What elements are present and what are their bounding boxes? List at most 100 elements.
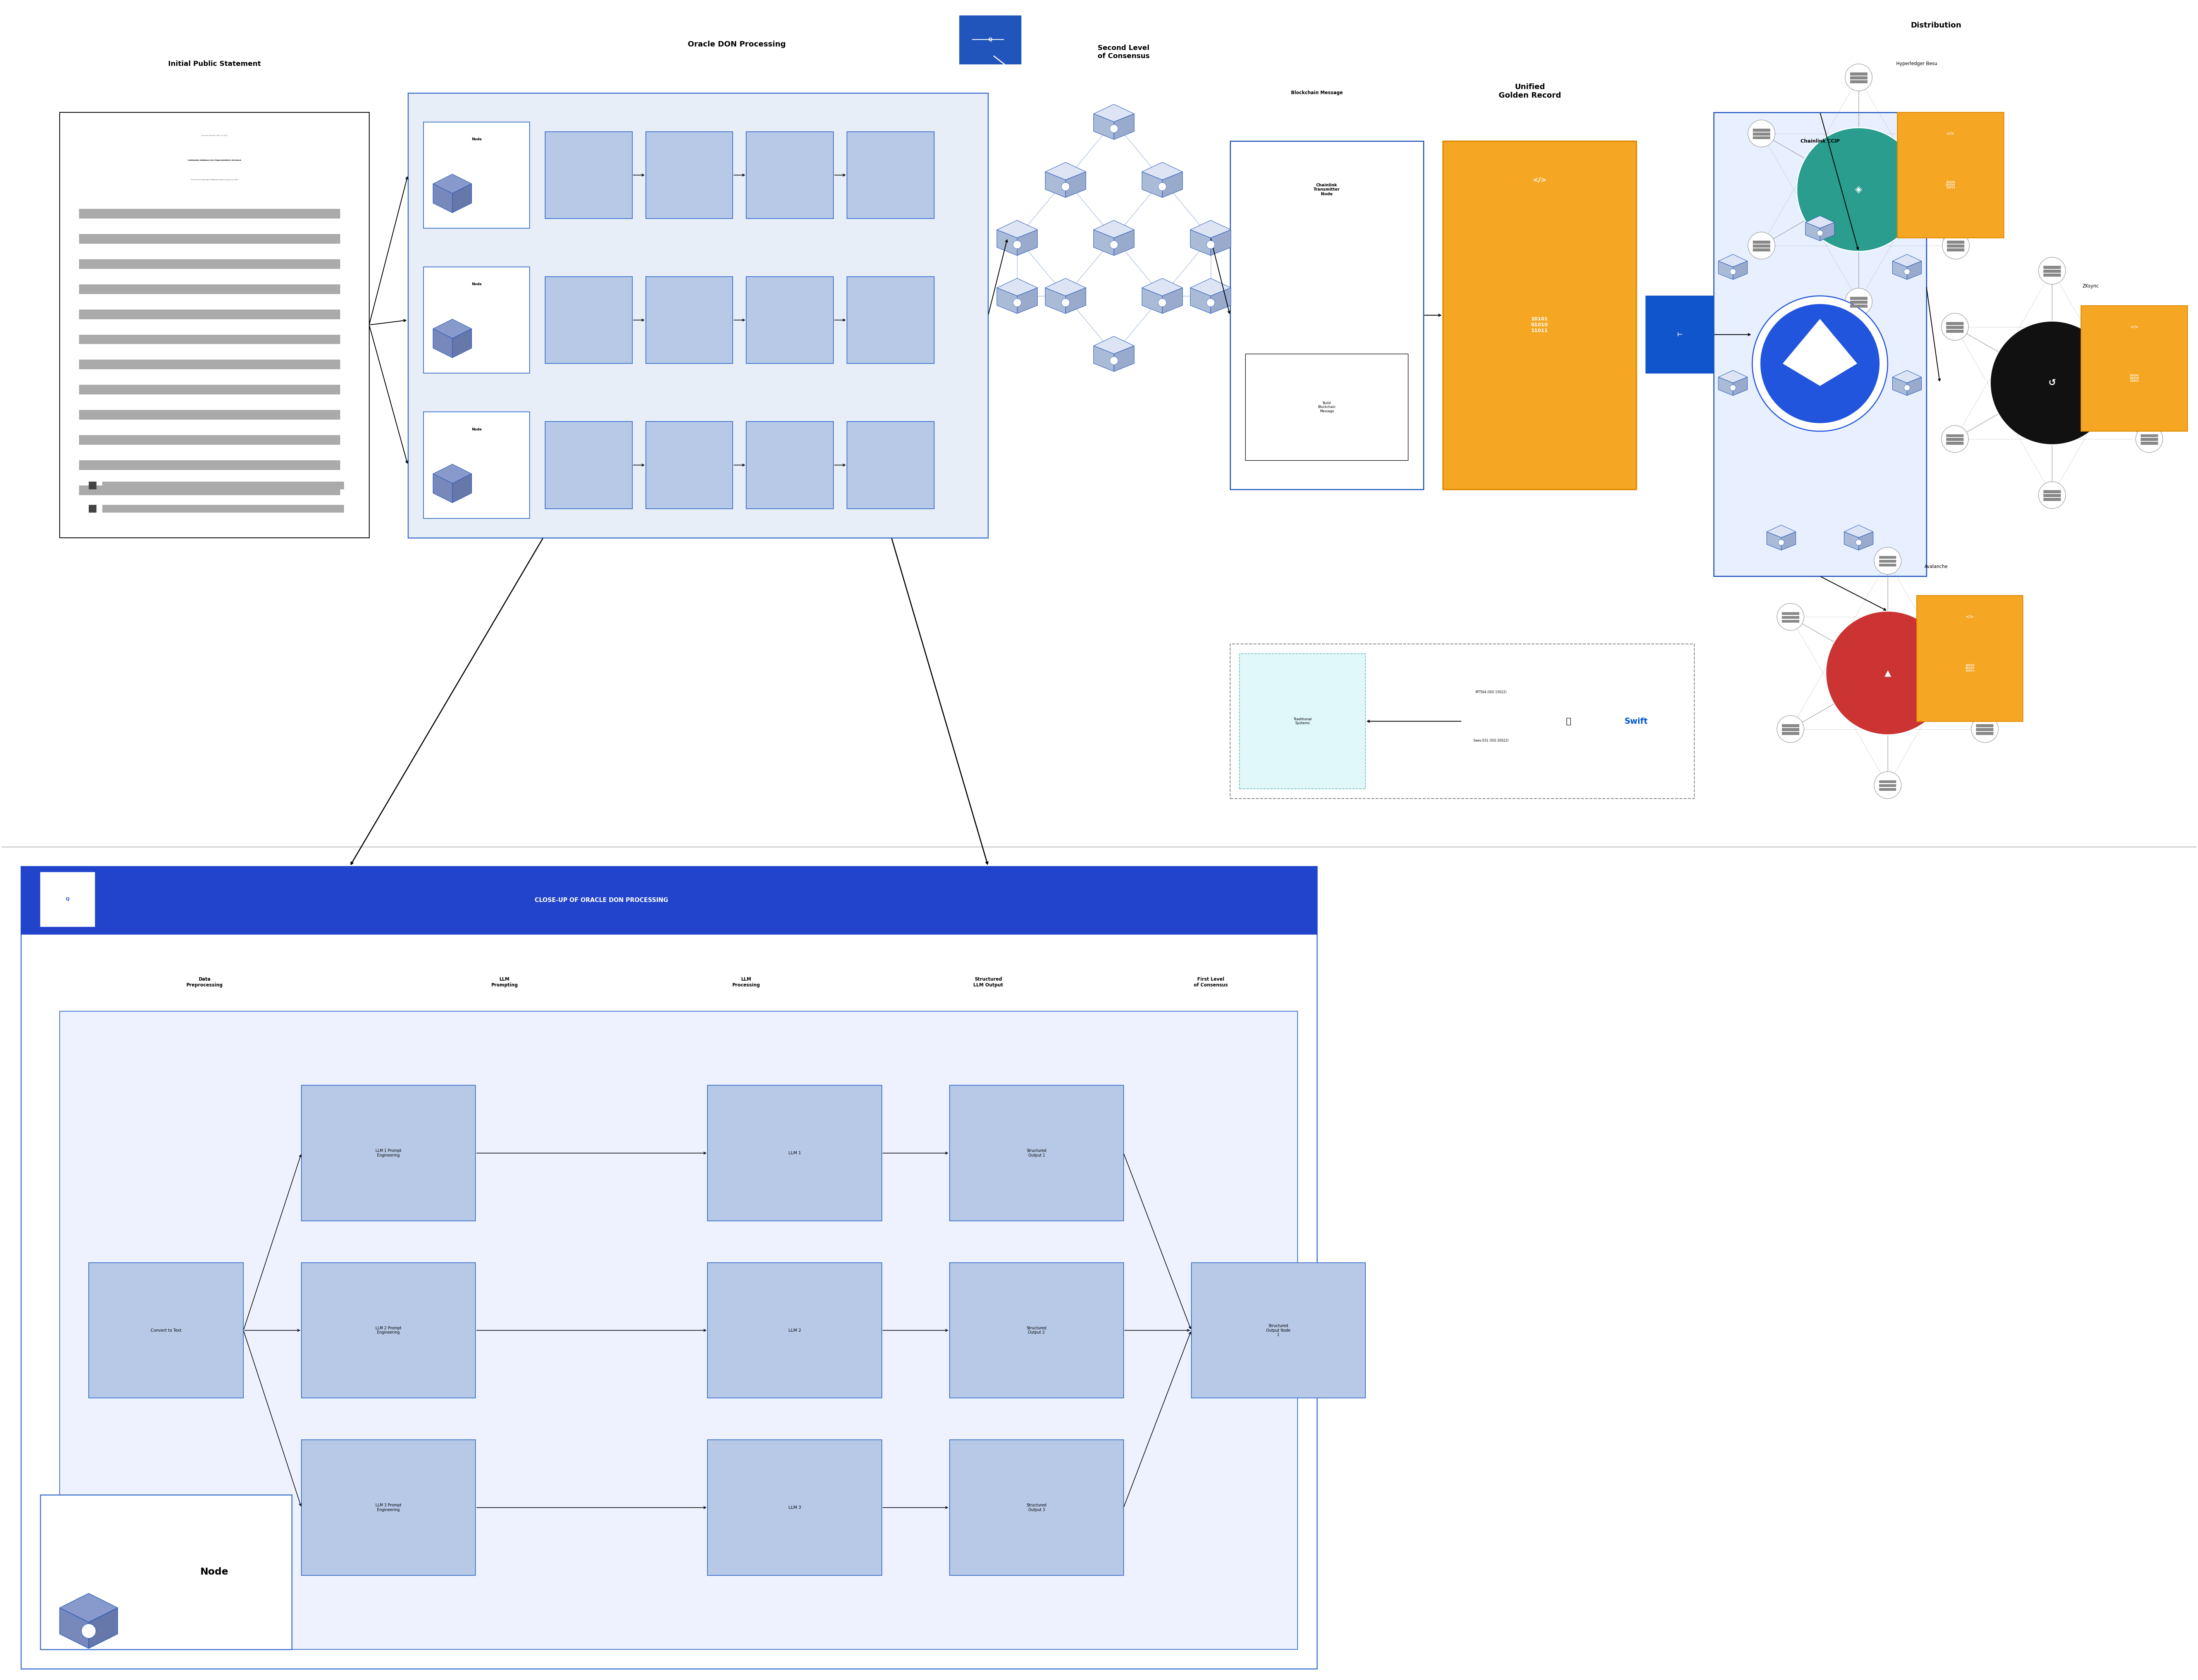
Circle shape: [1875, 771, 1901, 798]
Text: Structured
Output 2: Structured Output 2: [1026, 1326, 1046, 1334]
Text: 10101
01010
11011: 10101 01010 11011: [2130, 375, 2139, 381]
Text: Avalanche: Avalanche: [1923, 564, 1947, 570]
Polygon shape: [1719, 370, 1747, 383]
Polygon shape: [1783, 319, 1857, 386]
Bar: [22, 867, 1317, 934]
Bar: [1945, 438, 1963, 440]
Polygon shape: [1719, 376, 1732, 395]
Bar: [1752, 249, 1769, 252]
Circle shape: [1730, 269, 1736, 274]
Text: </>: </>: [1965, 615, 1974, 618]
Bar: [1945, 326, 1963, 329]
Circle shape: [2038, 257, 2066, 284]
Bar: [545, 131, 633, 218]
Bar: [950, 1085, 1123, 1221]
Polygon shape: [1805, 222, 1820, 240]
Bar: [79, 385, 341, 395]
Polygon shape: [1892, 254, 1921, 267]
Bar: [1783, 617, 1800, 618]
Bar: [646, 277, 732, 363]
Circle shape: [1730, 385, 1736, 391]
Circle shape: [1844, 289, 1873, 316]
Bar: [1879, 564, 1897, 566]
Bar: [1752, 245, 1769, 247]
Polygon shape: [1095, 114, 1114, 139]
Polygon shape: [1163, 171, 1183, 198]
Bar: [1879, 785, 1897, 786]
Text: CLOSE-UP OF ORACLE DON PROCESSING: CLOSE-UP OF ORACLE DON PROCESSING: [534, 897, 668, 904]
Bar: [646, 131, 732, 218]
Circle shape: [1747, 119, 1776, 148]
Bar: [1879, 788, 1897, 791]
Bar: [1947, 133, 1965, 136]
Polygon shape: [59, 1593, 119, 1623]
Polygon shape: [1732, 260, 1747, 279]
Polygon shape: [1095, 230, 1114, 255]
Circle shape: [1013, 299, 1022, 307]
Text: LLM 2 Prompt
Engineering: LLM 2 Prompt Engineering: [376, 1326, 402, 1334]
Bar: [79, 309, 341, 319]
Text: Second Level
of Consensus: Second Level of Consensus: [1097, 45, 1150, 59]
Circle shape: [1855, 539, 1862, 546]
Bar: [1945, 329, 1963, 333]
Bar: [1752, 129, 1769, 131]
Text: Swift: Swift: [1624, 717, 1648, 726]
Polygon shape: [1114, 346, 1134, 371]
Bar: [747, 277, 833, 363]
Bar: [846, 422, 934, 509]
Circle shape: [1062, 183, 1070, 192]
Bar: [2141, 442, 2158, 445]
Text: Unified
Golden Record: Unified Golden Record: [1499, 84, 1561, 99]
Polygon shape: [433, 464, 473, 484]
Polygon shape: [1908, 260, 1921, 279]
Text: </>: </>: [1947, 131, 1954, 136]
Polygon shape: [1095, 336, 1134, 354]
Bar: [1976, 732, 1994, 734]
Polygon shape: [1844, 533, 1860, 549]
Polygon shape: [1046, 287, 1066, 314]
Polygon shape: [1066, 171, 1086, 198]
Bar: [1851, 72, 1868, 76]
Polygon shape: [1860, 533, 1873, 549]
Text: Structured
Output Node
1: Structured Output Node 1: [1266, 1324, 1290, 1337]
Bar: [59, 1011, 1297, 1650]
Polygon shape: [998, 220, 1037, 239]
Bar: [958, 15, 1022, 64]
Bar: [1646, 296, 1714, 373]
Text: Initial Public Statement: Initial Public Statement: [167, 60, 262, 67]
Bar: [2141, 433, 2158, 437]
Polygon shape: [998, 230, 1018, 255]
Text: LLM
Processing: LLM Processing: [732, 976, 761, 988]
Polygon shape: [1732, 376, 1747, 395]
Bar: [79, 208, 341, 218]
Bar: [2044, 270, 2062, 272]
Text: Distribution: Distribution: [1910, 22, 1961, 29]
Text: Hyperledger Besu: Hyperledger Besu: [1897, 62, 1936, 67]
Polygon shape: [1114, 114, 1134, 139]
Bar: [1851, 301, 1868, 304]
Bar: [1246, 354, 1409, 460]
Bar: [646, 422, 732, 509]
Bar: [1783, 732, 1800, 734]
Bar: [79, 460, 341, 470]
Bar: [1976, 612, 1994, 615]
Bar: [1897, 113, 2005, 239]
Bar: [2044, 491, 2062, 494]
Polygon shape: [433, 319, 473, 338]
Text: Chainlink
Transmitter
Node: Chainlink Transmitter Node: [1314, 183, 1341, 197]
Circle shape: [1158, 183, 1167, 192]
Polygon shape: [1892, 376, 1908, 395]
Text: LLM
Prompting: LLM Prompting: [490, 976, 519, 988]
Bar: [2082, 306, 2187, 432]
Polygon shape: [1095, 104, 1134, 123]
Bar: [1976, 617, 1994, 618]
Bar: [2044, 494, 2062, 497]
Polygon shape: [998, 287, 1018, 314]
Bar: [708, 1263, 881, 1398]
Bar: [301, 1263, 475, 1398]
Polygon shape: [1892, 260, 1908, 279]
Bar: [424, 412, 530, 517]
Polygon shape: [1767, 533, 1780, 549]
Circle shape: [1818, 230, 1822, 235]
Text: Node: Node: [470, 138, 481, 141]
